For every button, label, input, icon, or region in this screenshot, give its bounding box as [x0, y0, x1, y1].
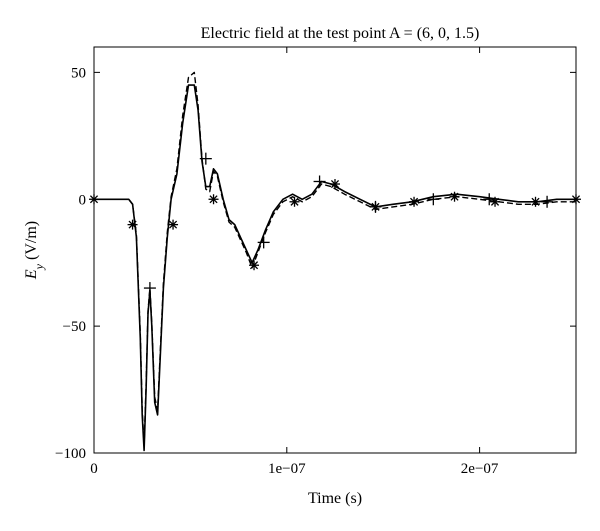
series-layer — [94, 71, 576, 452]
plus-marker — [541, 195, 554, 208]
star-marker — [168, 219, 179, 230]
y-tick-label: 0 — [79, 192, 87, 208]
marker-layer — [89, 152, 581, 295]
y-tick-label: −50 — [63, 319, 86, 335]
x-tick-label: 0 — [90, 461, 98, 477]
star-marker — [409, 196, 420, 207]
y-tick-label: −100 — [55, 446, 86, 462]
chart-title: Electric field at the test point A = (6,… — [201, 25, 480, 42]
x-axis-label: Time (s) — [308, 490, 362, 507]
plus-marker — [483, 193, 496, 206]
star-marker — [127, 219, 138, 230]
y-axis-label: Ey (V/m) — [23, 221, 46, 280]
plus-marker — [257, 236, 270, 249]
star-marker — [249, 260, 260, 271]
star-marker — [490, 196, 501, 207]
star-marker — [208, 194, 219, 205]
plus-marker — [313, 175, 326, 188]
star-marker — [289, 196, 300, 207]
star-marker — [449, 191, 460, 202]
plus-marker — [199, 152, 212, 165]
plus-marker — [369, 200, 382, 213]
series-line-solid — [94, 84, 576, 452]
plus-marker — [143, 282, 156, 295]
x-tick-label: 1e−07 — [268, 461, 306, 477]
x-tick-label: 2e−07 — [461, 461, 499, 477]
plus-marker — [427, 193, 440, 206]
star-marker — [330, 179, 340, 190]
y-tick-label: 50 — [71, 65, 86, 81]
series-line-dashed — [94, 71, 576, 447]
plot-frame — [93, 46, 577, 454]
axis-ticks: 0 1e−07 2e−07 50 0 −50 −100 — [55, 47, 576, 477]
star-marker — [530, 196, 541, 207]
